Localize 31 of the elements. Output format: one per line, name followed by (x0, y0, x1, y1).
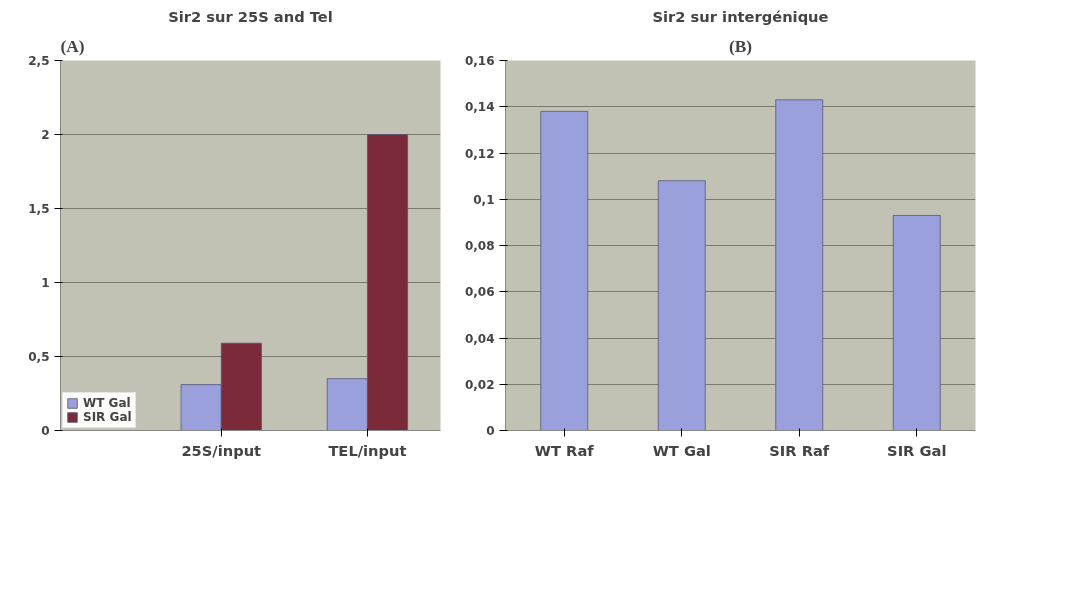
y-tick-label: 2,5 (28, 54, 50, 68)
y-tick-label: 0,12 (464, 146, 495, 161)
y-tick-label: 0,1 (473, 192, 495, 207)
text: (A) (60, 36, 85, 56)
legend-label: WT Gal (83, 396, 131, 410)
y-tick-label: 2 (41, 128, 50, 142)
y-tick-label: 0,14 (464, 100, 495, 115)
y-tick-label: 1 (41, 276, 50, 290)
x-tick-label: WT Raf (534, 441, 595, 459)
y-tick-label: 0,06 (464, 285, 495, 300)
y-tick-label: 1,5 (28, 202, 50, 216)
y-tick-label: 0,5 (28, 350, 50, 364)
legend-label: SIR Gal (83, 410, 132, 424)
x-tick-label: SIR Raf (769, 441, 830, 459)
bar (775, 99, 824, 431)
bar (892, 215, 941, 431)
y-tick-label: 0 (41, 424, 50, 438)
text: (B) (728, 36, 753, 56)
chart-title: Sir2 sur intergénique (652, 7, 829, 25)
x-tick-label: TEL/input (328, 441, 407, 459)
x-tick-label: WT Gal (652, 441, 711, 459)
y-tick-label: 0 (486, 424, 495, 438)
bar (540, 110, 589, 431)
x-tick-label: SIR Gal (887, 441, 947, 459)
y-tick-label: 0,04 (464, 331, 495, 346)
y-tick-label: 0,16 (464, 54, 495, 68)
y-tick-label: 0,08 (464, 239, 495, 253)
x-tick-label: 25S/input (181, 441, 262, 459)
chart-title: Sir2 sur 25S and Tel (168, 7, 333, 25)
y-tick-label: 0,02 (464, 377, 495, 392)
bar (657, 180, 706, 431)
